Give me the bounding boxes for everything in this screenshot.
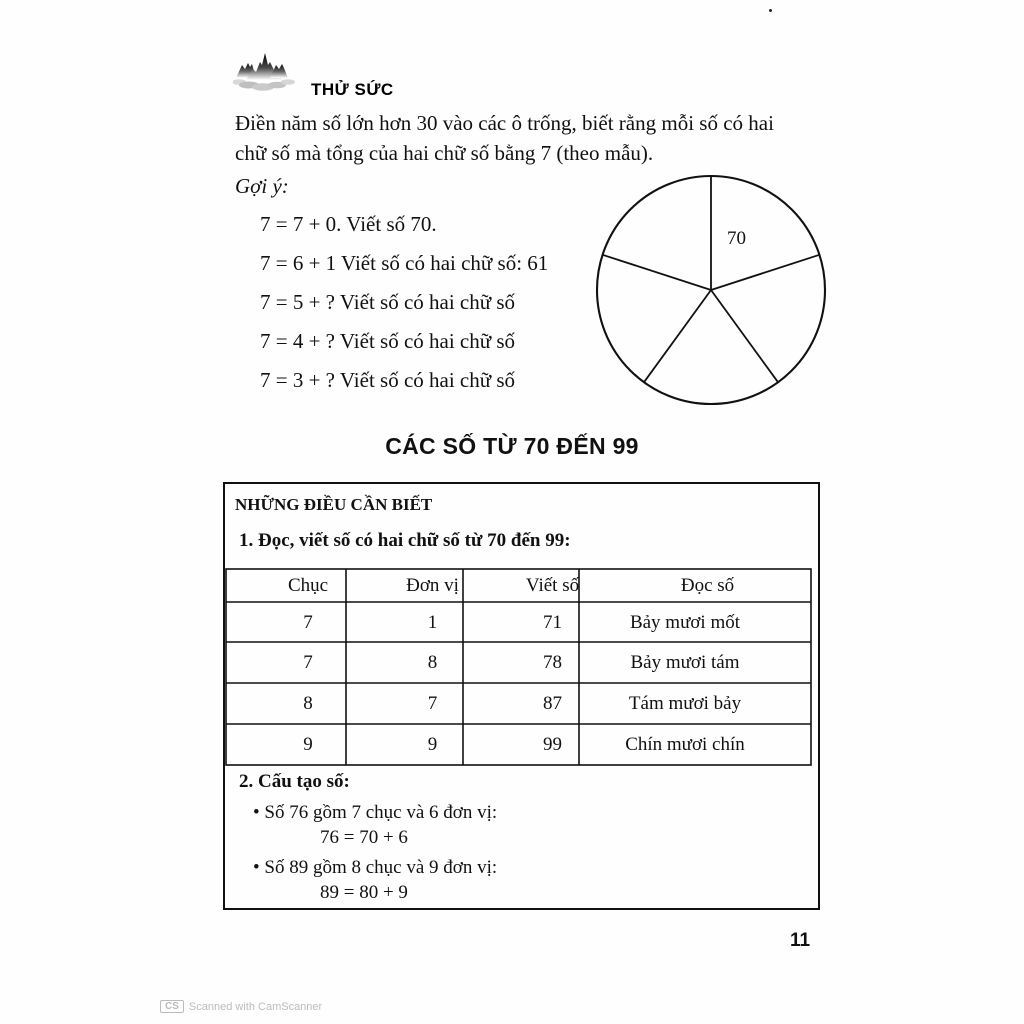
svg-text:70: 70 [727,228,746,249]
